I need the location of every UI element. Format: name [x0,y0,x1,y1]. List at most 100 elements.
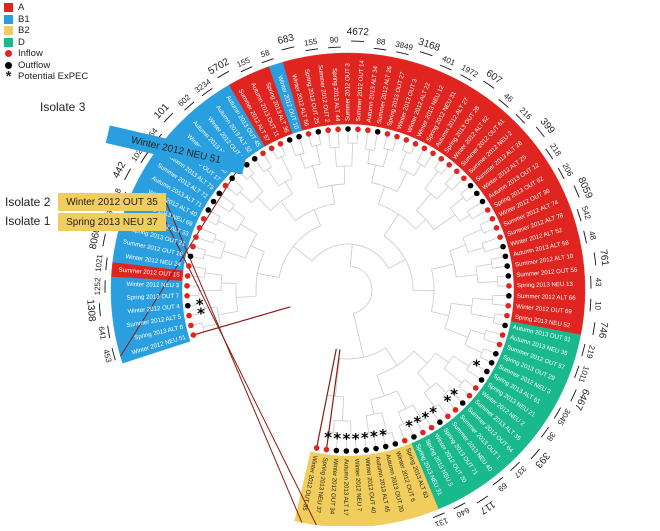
leaf-label: Spring 2013 NEU 13 [517,281,574,289]
inflow-dot [413,141,419,147]
inflow-dot [404,137,410,143]
cluster-number: 337 [512,464,528,480]
cluster-number: 155 [303,37,318,48]
outflow-dot [484,369,490,375]
legend-label-outflow: Outflow [18,60,50,71]
outflow-dot [502,323,508,329]
inflow-dot [191,332,197,338]
inflow-dot [430,150,436,156]
inflow-dot [269,145,275,151]
expec-star-icon: * [421,408,429,426]
inflow-dot [454,168,460,174]
cluster-number: 3849 [394,40,414,53]
cluster-number: 761 [597,249,610,267]
outflow-dot [229,175,235,181]
tree-branch [378,186,384,204]
cluster-arc [328,47,341,48]
outflow-dot [345,126,351,132]
inflow-dot [473,385,479,391]
cluster-number: 90 [329,35,339,45]
inflow-dot [485,207,491,213]
cluster-arc [420,52,432,56]
tree-branch [476,264,492,267]
tree-branch [384,214,398,236]
cluster-number: 8059 [575,176,594,201]
legend: A B1 B2 D Inflow Outflow * Potential ExP… [4,2,88,83]
tree-branch [436,353,449,362]
tree-branch [251,246,265,252]
inflow-dot [186,263,192,269]
tree-branch [350,266,372,313]
tree-branch [450,245,466,251]
tree-branch [316,145,320,164]
legend-label-a: A [18,2,24,13]
cluster-number: 683 [276,32,295,47]
legend-label-inflow: Inflow [18,48,43,59]
legend-label-b1: B1 [18,14,30,25]
tree-branch [236,296,256,297]
inflow-dot [314,445,320,451]
legend-item-expec: * Potential ExPEC [4,71,88,83]
tree-branch [281,202,296,221]
inflow-dot [201,216,207,222]
outflow-dot [506,293,512,299]
cluster-number: 69 [496,481,509,494]
cluster-arc [282,47,295,50]
outflow-dot [504,263,510,269]
cluster-number: 88 [376,37,387,47]
asterisk-icon: * [4,72,13,81]
tree-branch [431,311,448,315]
outflow-dot [205,207,211,213]
cluster-number: 393 [532,450,552,470]
cluster-number: 3045 [555,407,572,427]
cluster-arc [103,234,106,247]
inflow-dot [394,134,400,140]
cluster-number: 3234 [193,77,213,95]
tree-branch [465,345,482,353]
tree-branch [417,194,431,211]
outflow-dot [493,351,499,357]
outflow-dot [503,253,509,259]
isolate-2-box-text: Winter 2012 OUT 35 [66,197,158,208]
tree-branch [415,219,425,228]
tree-branch [460,215,470,221]
tree-branch [335,148,337,167]
outflow-dot [334,448,340,454]
inflow-dot [306,131,312,137]
tree-branch [232,208,245,217]
cluster-arc [396,52,408,55]
legend-item-b1: B1 [4,14,88,26]
legend-item-inflow: Inflow [4,48,88,60]
tree-branch [431,264,453,270]
cluster-number: 1021 [94,253,105,272]
cluster-number: 58 [259,48,271,60]
cluster-number: 155 [235,55,251,69]
tree-branch [418,373,431,388]
cluster-arc [593,322,595,335]
cluster-number: 453 [101,348,113,364]
outflow-dot [373,446,379,452]
cluster-arc [590,299,591,312]
tree-branch [450,198,463,209]
tree-branch [250,176,263,191]
expec-star-icon: * [196,296,204,314]
tree-branch [456,275,477,277]
tree-branch [425,171,438,189]
leaf-label: Summer 2012 OUT 3 [345,63,352,121]
expec-star-icon: * [352,430,360,448]
cluster-arc [99,303,100,316]
expec-star-icon: * [429,403,437,421]
expec-star-icon: * [405,417,413,435]
tree-branch [257,274,279,278]
cluster-arc [262,59,274,63]
inflow-dot [494,225,500,231]
cluster-number: 401 [441,54,457,68]
isolate-1-label: Isolate 1 [5,214,50,228]
outflow-dot [474,191,480,197]
cluster-number: 641 [97,326,108,341]
outflow-dot [480,199,486,205]
tree-branch [453,356,469,366]
outflow-dot [353,448,359,454]
tree-branch [344,166,345,184]
